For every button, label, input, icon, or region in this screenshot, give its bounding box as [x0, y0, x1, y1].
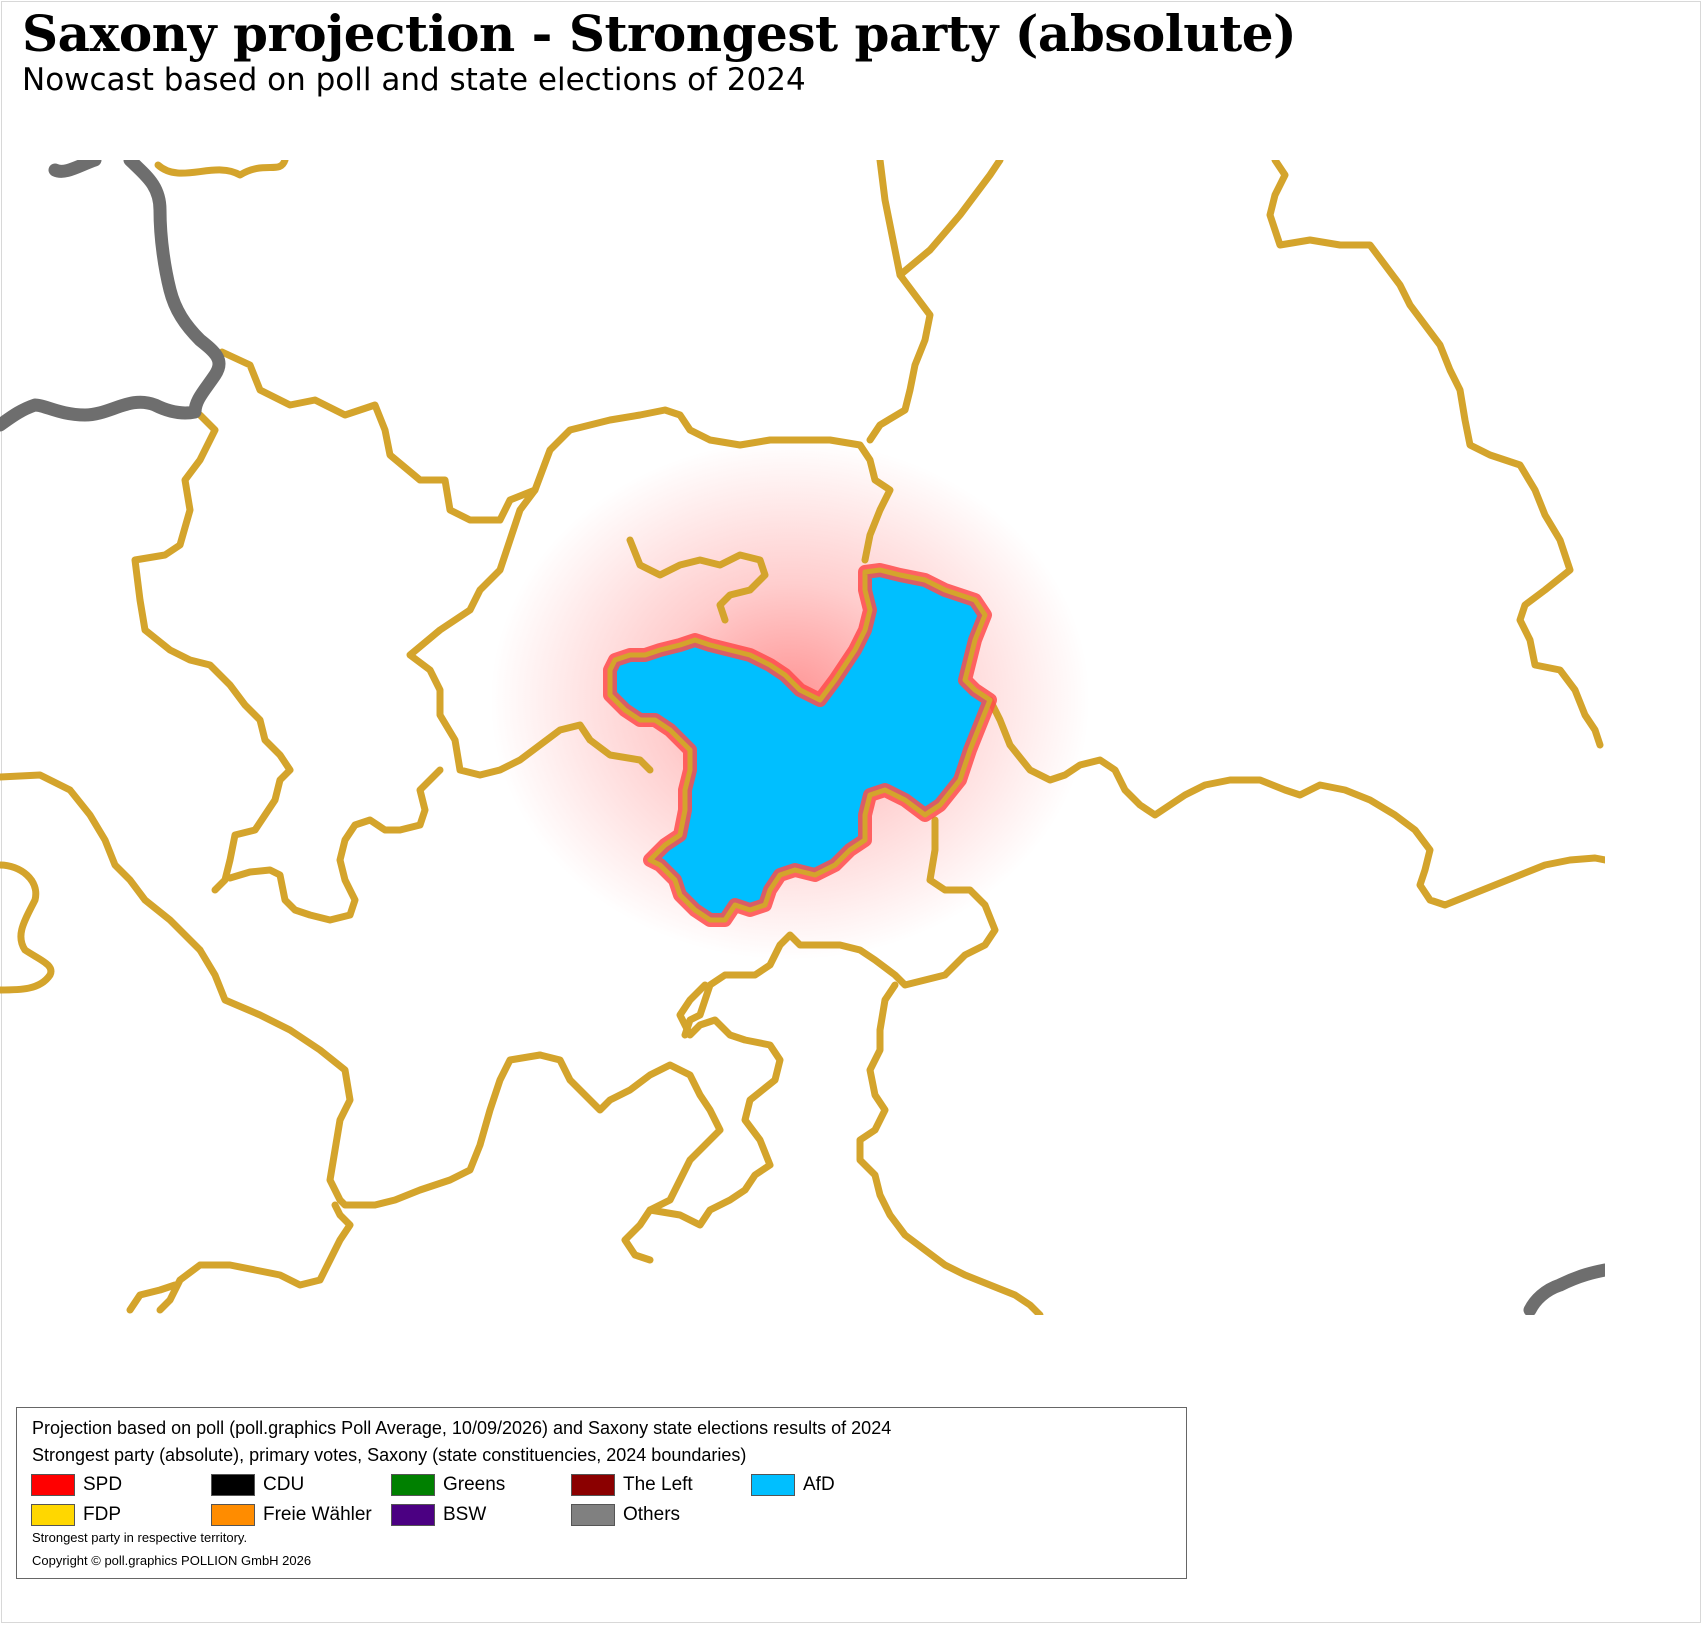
- constituency-boundary: [131, 411, 294, 894]
- legend-label-freie-waehler: Freie Wähler: [263, 1504, 372, 1525]
- constituency-boundary: [0, 861, 55, 994]
- map-subtitle: Nowcast based on poll and state election…: [22, 62, 806, 98]
- legend-label-the-left: The Left: [623, 1474, 693, 1495]
- constituency-boundary: [406, 486, 654, 779]
- legend-label-spd: SPD: [83, 1474, 123, 1495]
- legend-item-bsw: BSW: [391, 1504, 486, 1526]
- legend-item-the-left: The Left: [571, 1474, 693, 1496]
- swatch-afd: [751, 1474, 795, 1496]
- constituency-boundary: [154, 160, 289, 179]
- constituency-boundary: [156, 1201, 354, 1314]
- legend-label-bsw: BSW: [443, 1504, 487, 1525]
- legend-label-cdu: CDU: [263, 1474, 305, 1495]
- swatch-fdp: [31, 1504, 75, 1526]
- legend-description-line: Strongest party (absolute), primary vote…: [32, 1445, 747, 1465]
- constituency-boundary: [876, 160, 1004, 279]
- swatch-bsw: [391, 1504, 435, 1526]
- constituency-boundary: [218, 348, 894, 564]
- legend-item-greens: Greens: [391, 1474, 505, 1496]
- swatch-others: [571, 1504, 615, 1526]
- constituency-map: [0, 160, 1605, 1315]
- legend-note: Strongest party in respective territory.: [32, 1530, 248, 1545]
- constituency-boundary: [1266, 160, 1604, 749]
- legend-item-fdp: FDP: [31, 1504, 121, 1526]
- swatch-greens: [391, 1474, 435, 1496]
- constituency-afd-outline: [607, 567, 993, 923]
- legend-label-others: Others: [623, 1504, 681, 1525]
- state-border: [1523, 1263, 1605, 1315]
- copyright: Copyright © poll.graphics POLLION GmbH 2…: [32, 1553, 312, 1568]
- swatch-cdu: [211, 1474, 255, 1496]
- legend-label-afd: AfD: [803, 1474, 835, 1495]
- legend-item-spd: SPD: [31, 1474, 122, 1496]
- legend-item-afd: AfD: [751, 1474, 835, 1496]
- constituency-boundary: [646, 981, 784, 1229]
- constituency-boundary: [536, 1051, 724, 1264]
- legend: Projection based on poll (poll.graphics …: [16, 1407, 1187, 1579]
- constituency-boundary: [226, 766, 444, 924]
- legend-label-fdp: FDP: [83, 1504, 121, 1525]
- legend-item-others: Others: [571, 1504, 680, 1526]
- constituency-boundary: [196, 946, 544, 1209]
- constituency-boundary: [681, 816, 999, 1039]
- legend-item-freie-waehler: Freie Wähler: [211, 1504, 372, 1526]
- constituency-boundary: [856, 981, 1044, 1315]
- swatch-freie-waehler: [211, 1504, 255, 1526]
- constituency-boundary: [986, 696, 1605, 909]
- legend-source-line: Projection based on poll (poll.graphics …: [32, 1418, 892, 1438]
- legend-item-cdu: CDU: [211, 1474, 304, 1496]
- constituency-boundary: [0, 771, 204, 954]
- state-border: [0, 160, 226, 432]
- swatch-the-left: [571, 1474, 615, 1496]
- constituency-boundary: [866, 271, 934, 444]
- constituency-boundary: [126, 1281, 179, 1314]
- constituency-boundary: [626, 536, 769, 624]
- map-title: Saxony projection - Strongest party (abs…: [22, 4, 1297, 63]
- swatch-spd: [31, 1474, 75, 1496]
- legend-label-greens: Greens: [443, 1474, 506, 1495]
